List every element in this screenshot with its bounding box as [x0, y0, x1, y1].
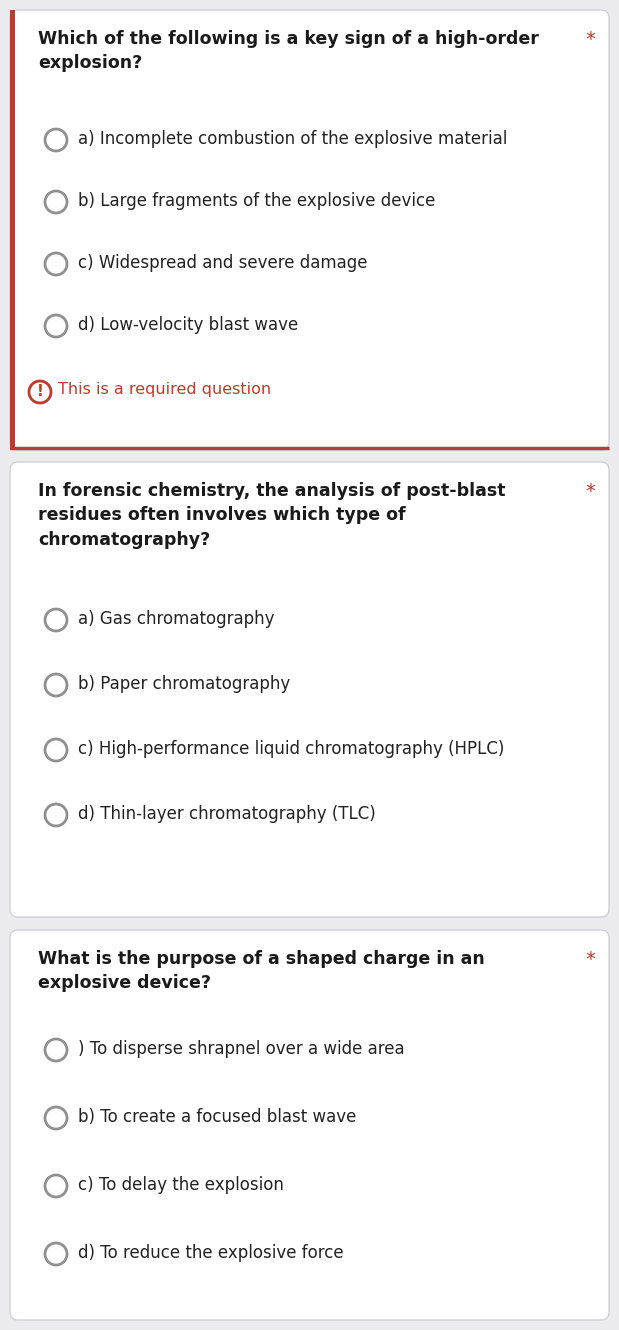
- Text: d) To reduce the explosive force: d) To reduce the explosive force: [78, 1244, 344, 1262]
- Text: d) Low-velocity blast wave: d) Low-velocity blast wave: [78, 317, 298, 334]
- Text: c) High-performance liquid chromatography (HPLC): c) High-performance liquid chromatograph…: [78, 739, 504, 758]
- Text: ) To disperse shrapnel over a wide area: ) To disperse shrapnel over a wide area: [78, 1040, 405, 1057]
- Text: c) To delay the explosion: c) To delay the explosion: [78, 1176, 284, 1194]
- Text: *: *: [585, 950, 595, 970]
- Text: c) Widespread and severe damage: c) Widespread and severe damage: [78, 254, 368, 273]
- Text: b) To create a focused blast wave: b) To create a focused blast wave: [78, 1108, 357, 1127]
- Text: This is a required question: This is a required question: [58, 382, 271, 396]
- Text: b) Paper chromatography: b) Paper chromatography: [78, 676, 290, 693]
- Text: *: *: [585, 481, 595, 501]
- Text: In forensic chemistry, the analysis of post-blast
residues often involves which : In forensic chemistry, the analysis of p…: [38, 481, 506, 548]
- Text: a) Gas chromatography: a) Gas chromatography: [78, 610, 274, 628]
- FancyBboxPatch shape: [10, 462, 609, 916]
- FancyBboxPatch shape: [10, 11, 609, 450]
- Text: a) Incomplete combustion of the explosive material: a) Incomplete combustion of the explosiv…: [78, 130, 508, 148]
- Bar: [10, 11, 15, 450]
- Text: What is the purpose of a shaped charge in an
explosive device?: What is the purpose of a shaped charge i…: [38, 950, 485, 992]
- Text: Which of the following is a key sign of a high-order
explosion?: Which of the following is a key sign of …: [38, 31, 539, 72]
- Text: !: !: [37, 384, 43, 399]
- Text: b) Large fragments of the explosive device: b) Large fragments of the explosive devi…: [78, 192, 435, 210]
- Text: *: *: [585, 31, 595, 49]
- FancyBboxPatch shape: [10, 930, 609, 1319]
- Text: d) Thin-layer chromatography (TLC): d) Thin-layer chromatography (TLC): [78, 805, 376, 823]
